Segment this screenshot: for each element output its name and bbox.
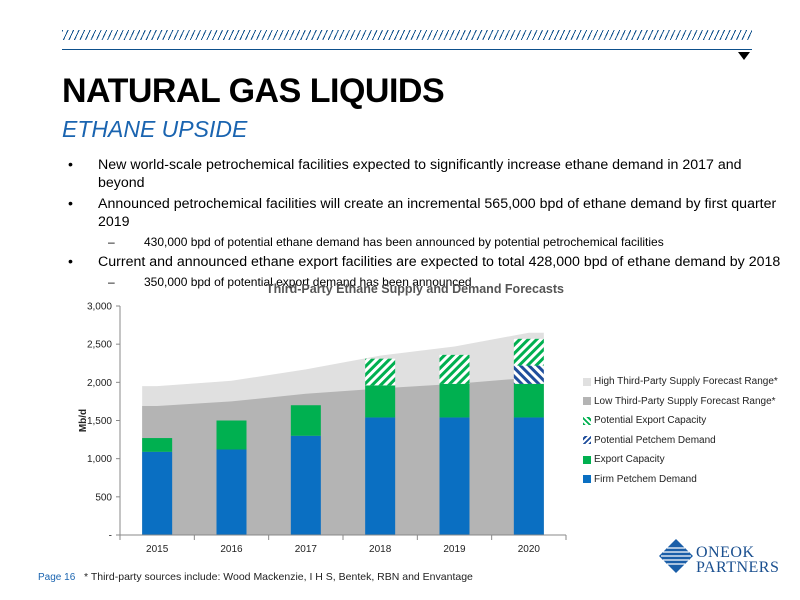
chart-legend: High Third-Party Supply Forecast Range* L…: [583, 372, 778, 489]
dash-marker: –: [108, 275, 115, 289]
legend-swatch: [583, 397, 591, 406]
bar-segment-0: [290, 435, 321, 535]
legend-label: Potential Petchem Demand: [594, 434, 716, 446]
footnote: * Third-party sources include: Wood Mack…: [84, 571, 473, 583]
bar-segment-3: [365, 358, 396, 386]
legend-label: High Third-Party Supply Forecast Range*: [594, 376, 778, 388]
y-tick-label: -: [109, 531, 112, 542]
y-tick-label: 2,500: [87, 340, 112, 351]
sub-bullet-text: 350,000 bpd of potential export demand h…: [144, 275, 472, 289]
header-rule: [62, 49, 752, 50]
x-tick-label: 2020: [518, 544, 541, 555]
y-tick-label: 3,000: [87, 302, 112, 313]
legend-swatch: [583, 377, 591, 386]
y-tick-label: 1,500: [87, 416, 112, 427]
sub-bullet-text: 430,000 bpd of potential ethane demand h…: [144, 235, 664, 249]
bar-segment-1: [290, 405, 321, 436]
logo-line-1: ONEOK: [696, 544, 755, 561]
bar-segment-0: [142, 451, 173, 535]
bar-segment-1: [142, 438, 173, 452]
bar-segment-1: [365, 385, 396, 418]
legend-swatch: [583, 436, 591, 445]
y-tick-label: 2,000: [87, 378, 112, 389]
sub-bullet-item: – 430,000 bpd of potential ethane demand…: [62, 234, 782, 250]
chart-title: Third-Party Ethane Supply and Demand For…: [266, 282, 564, 296]
header-hatch-band: [62, 30, 752, 40]
bullet-list: New world-scale petrochemical facilities…: [62, 156, 782, 293]
legend-item: High Third-Party Supply Forecast Range*: [583, 372, 778, 392]
sub-bullet-item: – 350,000 bpd of potential export demand…: [62, 274, 782, 290]
legend-item: Potential Petchem Demand: [583, 431, 778, 451]
page-subtitle: ETHANE UPSIDE: [62, 116, 248, 142]
legend-item: Low Third-Party Supply Forecast Range*: [583, 392, 778, 412]
legend-swatch: [583, 475, 591, 484]
legend-label: Export Capacity: [594, 454, 665, 466]
bullet-item: New world-scale petrochemical facilities…: [62, 156, 782, 192]
bar-segment-3: [439, 354, 470, 384]
bullet-item: Current and announced ethane export faci…: [62, 253, 782, 271]
logo-line-2: PARTNERS: [696, 559, 780, 576]
bar-segment-0: [365, 417, 396, 535]
legend-item: Potential Export Capacity: [583, 411, 778, 431]
bullet-item: Announced petrochemical facilities will …: [62, 195, 782, 231]
x-tick-label: 2015: [146, 544, 169, 555]
x-tick-label: 2016: [220, 544, 243, 555]
x-tick-label: 2017: [295, 544, 318, 555]
legend-label: Potential Export Capacity: [594, 415, 707, 427]
legend-swatch: [583, 416, 591, 425]
bar-segment-0: [513, 417, 544, 535]
bar-segment-1: [216, 420, 247, 450]
x-tick-label: 2018: [369, 544, 392, 555]
legend-label: Firm Petchem Demand: [594, 473, 697, 485]
dash-marker: –: [108, 235, 115, 249]
legend-swatch: [583, 455, 591, 464]
y-axis-label: Mb/d: [78, 409, 89, 432]
oneok-logo-icon: [659, 539, 693, 573]
page-number: Page 16: [38, 572, 76, 583]
x-tick-label: 2019: [443, 544, 466, 555]
caret-down-icon: [738, 52, 750, 60]
bar-segment-3: [513, 338, 544, 366]
bar-segment-1: [513, 383, 544, 418]
bar-segment-0: [216, 449, 247, 535]
company-logo-text: ONEOK PARTNERS: [696, 544, 780, 576]
bar-segment-2: [513, 365, 544, 384]
y-tick-label: 1,000: [87, 454, 112, 465]
y-tick-label: 500: [95, 492, 112, 503]
legend-label: Low Third-Party Supply Forecast Range*: [594, 395, 776, 407]
page-title: NATURAL GAS LIQUIDS: [62, 72, 445, 110]
bar-segment-0: [439, 417, 470, 535]
bar-segment-1: [439, 383, 470, 418]
legend-item: Export Capacity: [583, 450, 778, 470]
legend-item: Firm Petchem Demand: [583, 470, 778, 490]
